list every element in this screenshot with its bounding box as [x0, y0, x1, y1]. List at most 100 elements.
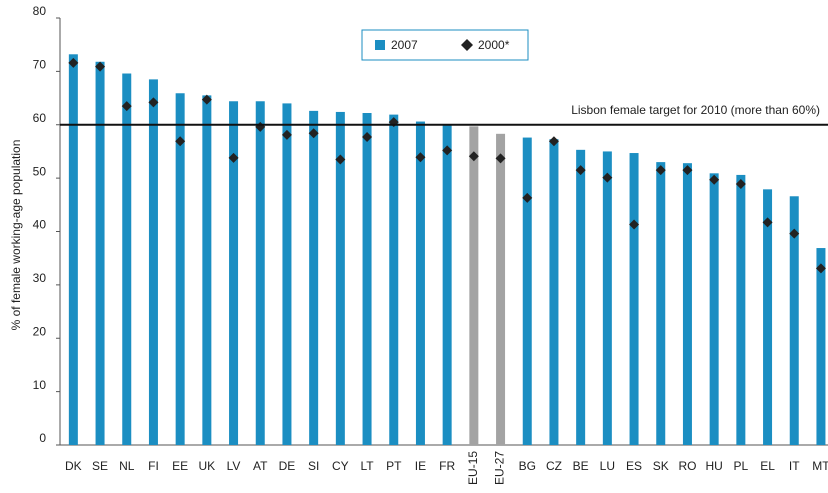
marker: [121, 101, 132, 112]
marker: [362, 132, 373, 143]
marker: [709, 174, 720, 185]
x-tick-label: IT: [789, 459, 800, 473]
marker: [815, 263, 826, 274]
marker: [228, 152, 239, 163]
y-axis-title: % of female working-age population: [9, 140, 23, 331]
bar: [736, 174, 746, 446]
x-tick-label: LV: [227, 459, 241, 473]
x-tick-label: EU-15: [466, 451, 480, 485]
x-tick-label: SI: [308, 459, 319, 473]
marker: [148, 97, 159, 108]
x-tick-label: DE: [279, 459, 296, 473]
bar: [95, 61, 105, 445]
bar: [202, 95, 212, 446]
x-tick-label: NL: [119, 459, 135, 473]
bar: [816, 248, 826, 445]
y-tick-label: 30: [33, 271, 47, 285]
x-tick-label: EL: [760, 459, 775, 473]
bar: [148, 79, 158, 445]
marker: [335, 154, 346, 165]
y-tick-label: 20: [33, 324, 47, 338]
x-tick-label: FI: [148, 459, 159, 473]
x-tick-label: PL: [734, 459, 749, 473]
marker: [602, 172, 613, 183]
x-tick-label: AT: [253, 459, 268, 473]
bar: [763, 189, 773, 445]
x-tick-label: LU: [600, 459, 615, 473]
bar: [415, 121, 425, 446]
x-tick-label: UK: [199, 459, 216, 473]
x-tick-label: RO: [678, 459, 696, 473]
x-tick-label: BE: [573, 459, 589, 473]
x-tick-label: EU-27: [493, 451, 507, 485]
bar: [309, 110, 319, 445]
bar: [629, 153, 639, 445]
marker: [308, 128, 319, 139]
bar: [255, 101, 265, 445]
x-tick-label: BG: [519, 459, 536, 473]
x-tick-label: HU: [705, 459, 722, 473]
bar: [335, 111, 345, 445]
marker: [442, 145, 453, 156]
y-tick-label: 70: [33, 58, 47, 72]
marker: [415, 152, 426, 163]
legend-label: 2000*: [478, 38, 510, 52]
bar: [362, 113, 372, 445]
bar: [549, 139, 559, 445]
x-tick-label: DK: [65, 459, 82, 473]
x-tick-label: FR: [439, 459, 455, 473]
y-tick-label: 50: [33, 164, 47, 178]
marker: [575, 165, 586, 176]
annotation: Lisbon female target for 2010 (more than…: [571, 103, 820, 117]
marker: [201, 94, 212, 105]
x-tick-label: CZ: [546, 459, 562, 473]
y-tick-label: 80: [33, 4, 47, 18]
bar: [496, 133, 506, 446]
bar: [175, 93, 185, 445]
legend-swatch: [375, 40, 385, 50]
bar: [122, 73, 132, 445]
bar: [522, 137, 532, 445]
bar: [229, 101, 239, 445]
marker: [789, 228, 800, 239]
bar: [656, 162, 666, 446]
marker: [522, 192, 533, 203]
legend-box: [361, 29, 529, 61]
x-tick-label: CY: [332, 459, 349, 473]
y-tick-label: 40: [33, 218, 47, 232]
y-tick-label: 60: [33, 111, 47, 125]
bar: [789, 196, 799, 445]
y-tick-label: 0: [39, 431, 46, 445]
x-tick-label: PT: [386, 459, 402, 473]
marker: [281, 129, 292, 140]
y-tick-label: 10: [33, 378, 47, 392]
bar: [389, 114, 399, 445]
marker: [548, 136, 559, 147]
marker: [629, 219, 640, 230]
x-tick-label: ES: [626, 459, 642, 473]
marker: [655, 165, 666, 176]
marker: [175, 136, 186, 147]
legend-label: 2007: [391, 38, 418, 52]
marker: [68, 57, 79, 68]
marker: [95, 61, 106, 72]
x-tick-label: MT: [812, 459, 828, 473]
bar: [442, 124, 452, 445]
marker: [762, 217, 773, 228]
x-tick-label: SK: [653, 459, 669, 473]
bar: [602, 151, 612, 445]
x-tick-label: IE: [415, 459, 426, 473]
bar: [68, 54, 78, 446]
bar: [576, 149, 586, 445]
marker: [495, 153, 506, 164]
x-tick-label: SE: [92, 459, 108, 473]
bar: [282, 103, 292, 446]
legend-swatch: [461, 39, 473, 51]
marker: [468, 151, 479, 162]
bar: [709, 173, 719, 446]
x-tick-label: LT: [360, 459, 374, 473]
marker: [682, 165, 693, 176]
bar: [469, 126, 479, 445]
x-tick-label: EE: [172, 459, 188, 473]
